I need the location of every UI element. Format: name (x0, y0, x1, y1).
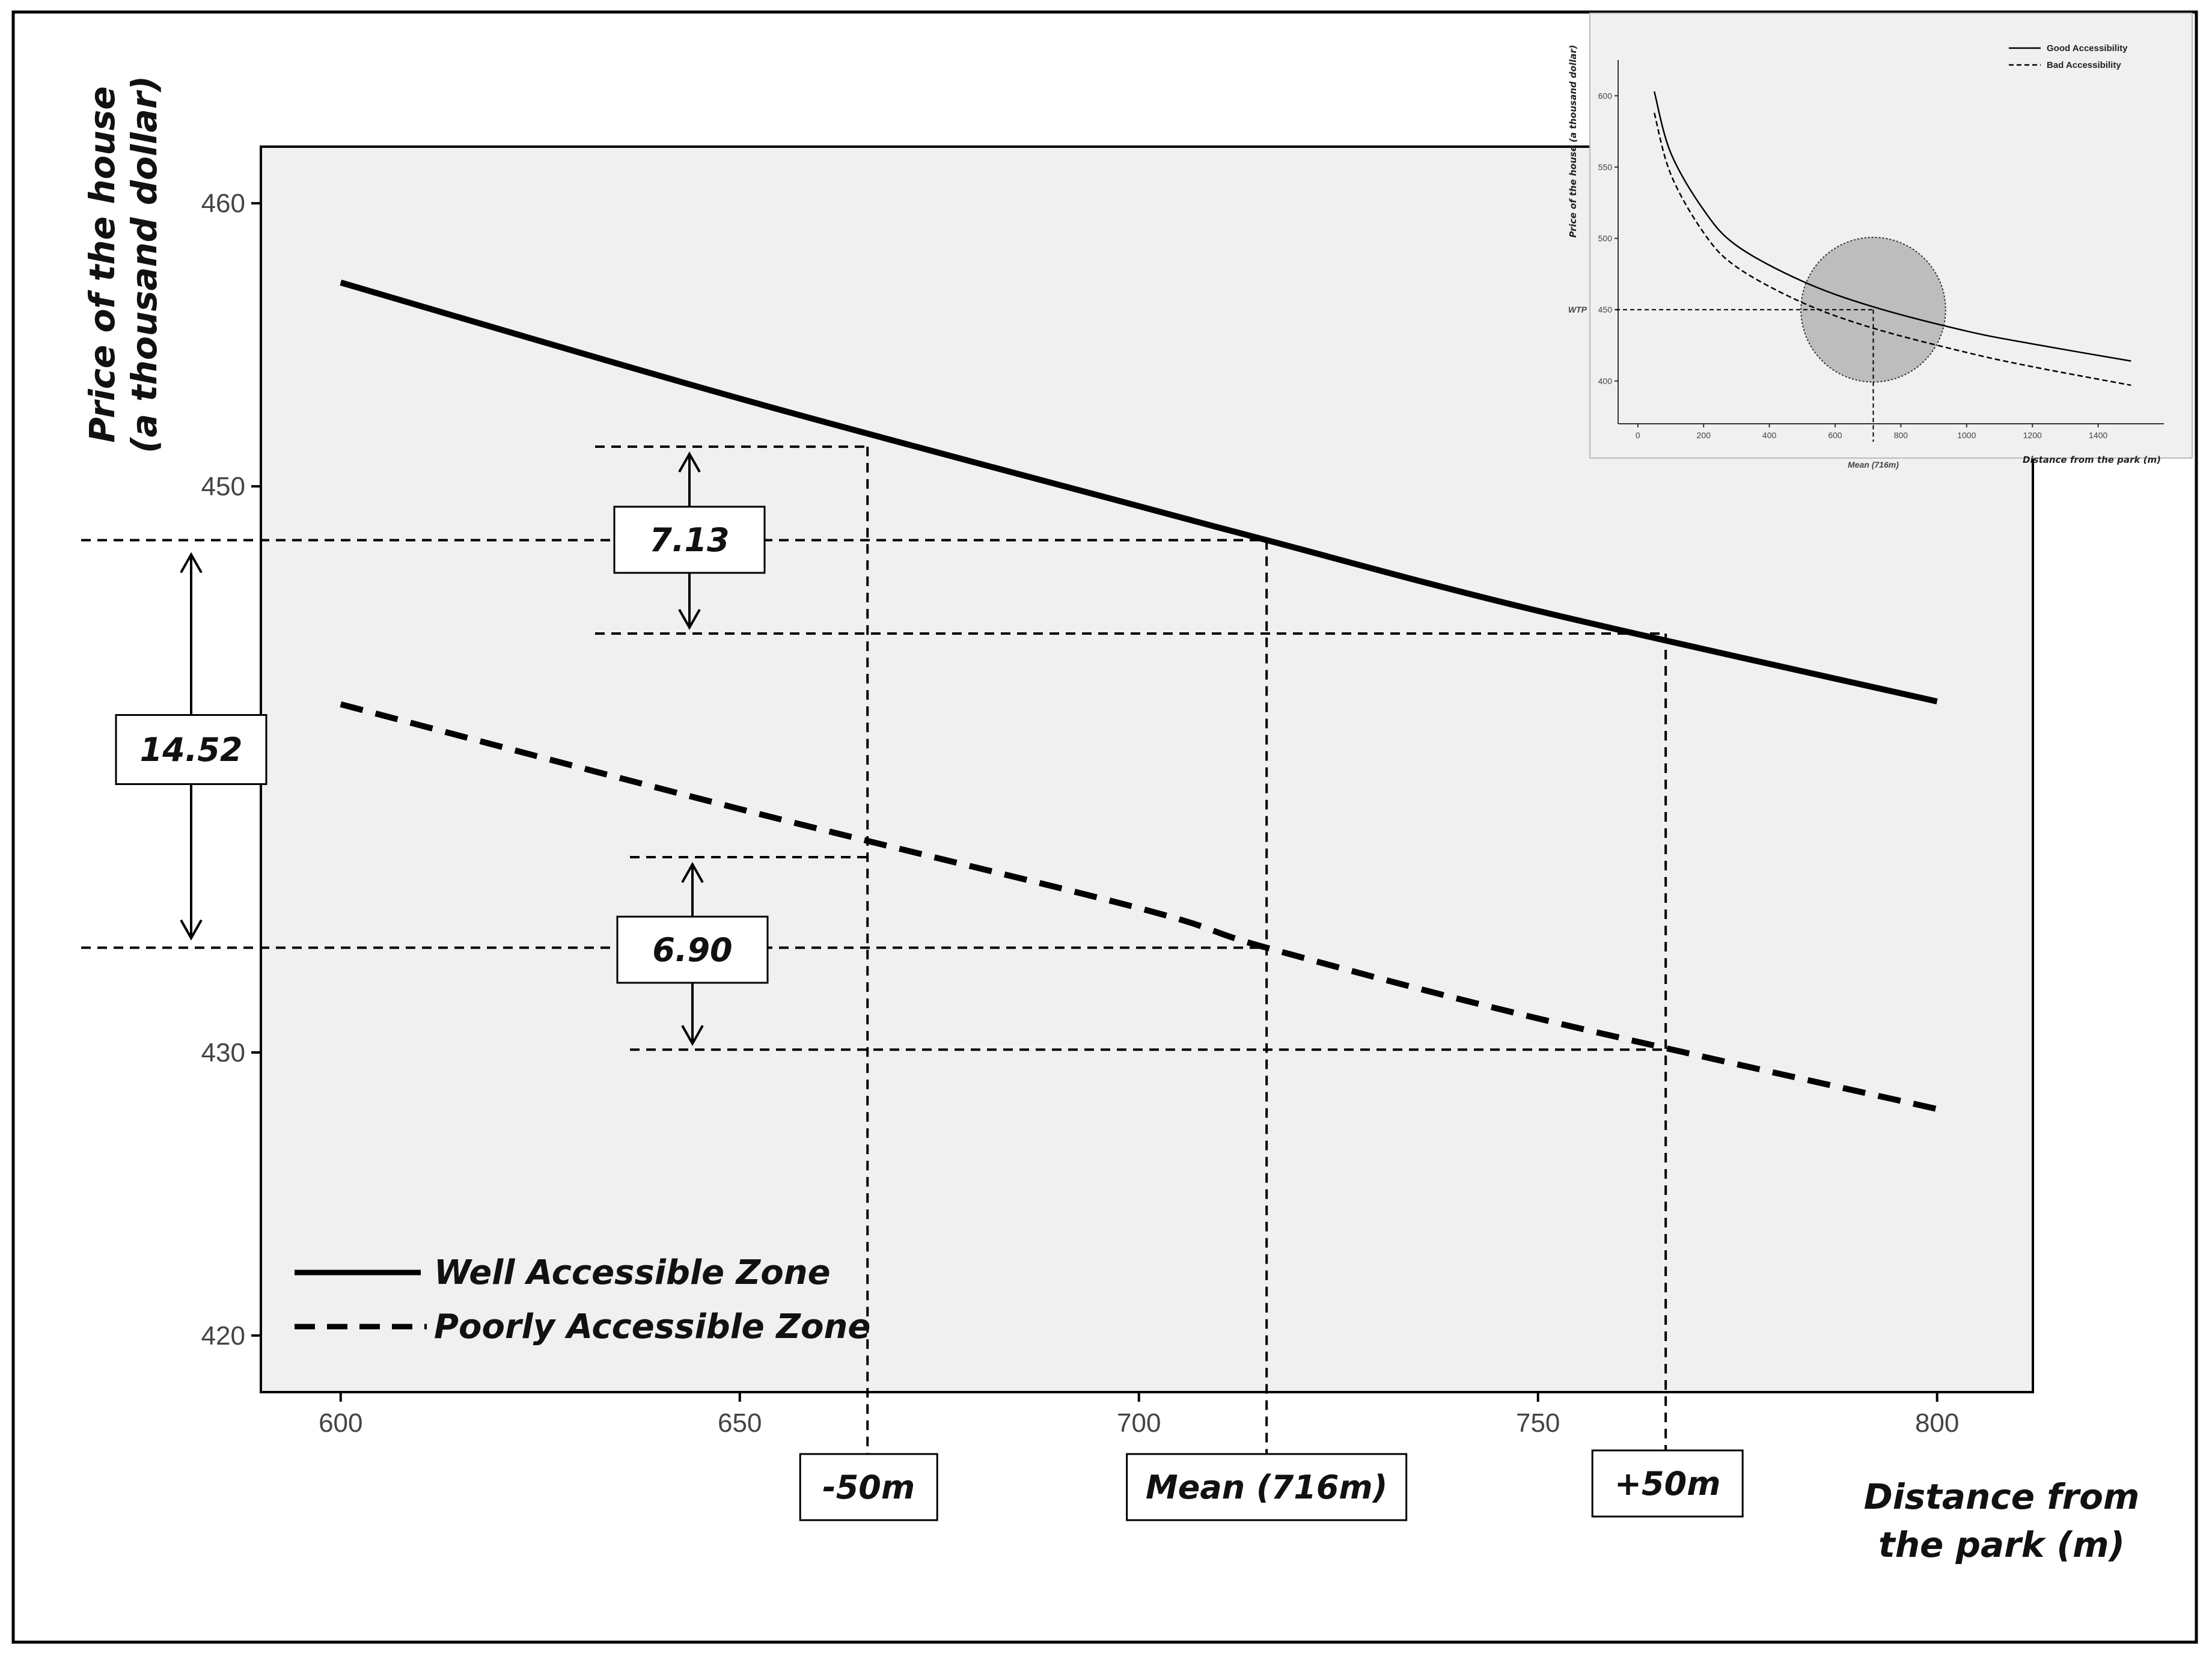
box-label: 7.13 (649, 521, 729, 559)
inset-chart: 400 450 500 550 600 0 200 400 600 800 1000 1200 140… (1568, 13, 2193, 469)
series-lines (340, 280, 1938, 1112)
inset-y-tick-label: 450 (1598, 305, 1613, 314)
box-label: -50m (822, 1468, 915, 1506)
inset-legend: Good Accessibility Bad Accessibility (2009, 43, 2128, 70)
inset-legend-good: Good Accessibility (2047, 43, 2128, 53)
inset-x-tick-label: 800 (1894, 430, 1908, 440)
difference-box-well: 7.13 (613, 506, 766, 574)
box-frame (1126, 1453, 1408, 1521)
arrow-head-up (678, 451, 701, 473)
x-axis-title-line1: Distance from (1864, 1476, 2140, 1517)
y-tick-group: 420 430 450 460 (201, 189, 261, 1351)
arrow-head-down (678, 608, 701, 631)
y-tick-label: 450 (201, 472, 245, 501)
series-line-well-accessible (340, 280, 1938, 704)
box-frame (799, 1453, 938, 1521)
box-label: 6.90 (652, 931, 732, 969)
inset-y-ticks: 400 450 500 550 600 (1598, 91, 1618, 386)
inset-wtp-label: WTP (1568, 305, 1587, 314)
inset-x-tick-label: 1200 (2023, 430, 2042, 440)
inset-y-tick-label: 500 (1598, 234, 1613, 243)
difference-box-poorly: 6.90 (616, 915, 769, 984)
x-tick-label: 600 (319, 1408, 362, 1438)
annotation-boxes: 7.13 6.90 14.52 -50m Mean (716m) +50m (115, 506, 1744, 1521)
difference-box-between: 14.52 (115, 714, 267, 785)
box-label: +50m (1615, 1465, 1721, 1503)
inset-x-tick-label: 0 (1636, 430, 1640, 440)
y-axis-title-line1: Price of the house (82, 86, 123, 442)
inset-x-title: Distance from the park (m) (2023, 454, 2161, 465)
box-frame (613, 506, 766, 574)
box-label: Mean (716m) (1146, 1468, 1387, 1506)
inset-background (1589, 13, 2193, 459)
inset-x-tick-label: 1000 (1957, 430, 1976, 440)
distance-box-plus50: +50m (1591, 1449, 1744, 1518)
arrow-head-up (681, 861, 704, 883)
x-tick-label: 700 (1117, 1408, 1161, 1438)
inset-series-good (1653, 91, 2131, 362)
x-tick-label: 750 (1516, 1408, 1560, 1438)
inset-x-tick-label: 400 (1762, 430, 1777, 440)
box-label: 14.52 (140, 731, 243, 769)
inset-series-bad (1653, 112, 2131, 386)
inset-y-title: Price of the house (a thousand dollar) (1568, 44, 1578, 237)
arrow-head-up (180, 552, 203, 573)
inset-y-tick-label: 550 (1598, 162, 1613, 172)
distance-box-minus50: -50m (799, 1453, 938, 1521)
inset-mean-label: Mean (716m) (1848, 460, 1899, 469)
inset-x-tick-label: 600 (1828, 430, 1842, 440)
x-tick-group: 600 650 700 750 800 (319, 1392, 1959, 1438)
inset-x-tick-label: 200 (1697, 430, 1711, 440)
inset-x-tick-label: 1400 (2089, 430, 2107, 440)
inset-legend-bad: Bad Accessibility (2047, 60, 2121, 70)
inset-y-tick-label: 600 (1598, 91, 1613, 100)
arrow-head-down (180, 919, 203, 941)
legend-label-poorly: Poorly Accessible Zone (434, 1307, 870, 1346)
x-tick-label: 800 (1915, 1408, 1959, 1438)
inset-series-lines (1653, 91, 2131, 386)
arrow-head-down (681, 1025, 704, 1046)
y-tick-label: 430 (201, 1038, 245, 1068)
legend-label-well: Well Accessible Zone (434, 1253, 831, 1292)
y-axis-title-line2: (a thousand dollar) (124, 76, 165, 453)
box-frame (616, 915, 769, 984)
inset-annotations: WTP Mean (716m) (1568, 236, 1946, 469)
y-tick-label: 460 (201, 189, 245, 218)
x-tick-label: 650 (718, 1408, 762, 1438)
legend: Well Accessible Zone Poorly Accessible Z… (295, 1253, 870, 1346)
x-axis-title-line2: the park (m) (1878, 1524, 2125, 1565)
box-frame (115, 714, 267, 785)
distance-box-mean: Mean (716m) (1126, 1453, 1408, 1521)
box-frame (1591, 1449, 1744, 1518)
series-line-poorly-accessible (340, 701, 1938, 1112)
y-tick-label: 420 (201, 1321, 245, 1351)
inset-x-ticks: 0 200 400 600 800 1000 1200 1400 (1636, 424, 2107, 440)
inset-y-tick-label: 400 (1598, 376, 1613, 386)
